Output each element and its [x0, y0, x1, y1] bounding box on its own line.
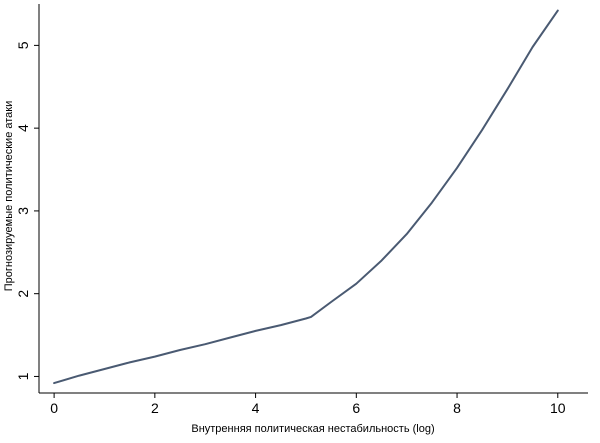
- x-tick-label: 6: [352, 400, 360, 416]
- x-tick-label: 10: [550, 400, 566, 416]
- x-tick-label: 0: [50, 400, 58, 416]
- series-layer: [53, 9, 559, 385]
- x-tick-label: 2: [151, 400, 159, 416]
- y-tick-label: 2: [15, 290, 31, 298]
- y-tick-label: 1: [15, 372, 31, 380]
- y-tick-label: 3: [15, 207, 31, 215]
- y-tick-label: 5: [15, 41, 31, 49]
- y-tick-label: 4: [15, 124, 31, 132]
- x-tick-label: 8: [453, 400, 461, 416]
- x-ticks: 0 2 4 6 8 10: [50, 393, 566, 416]
- series-line-0: [53, 9, 559, 385]
- y-ticks: 1 2 3 4 5: [15, 41, 39, 380]
- x-axis-title: Внутренняя политическая нестабильность (…: [191, 423, 434, 435]
- y-axis-title: Прогнозируемые политические атаки: [3, 101, 15, 291]
- x-tick-label: 4: [252, 400, 260, 416]
